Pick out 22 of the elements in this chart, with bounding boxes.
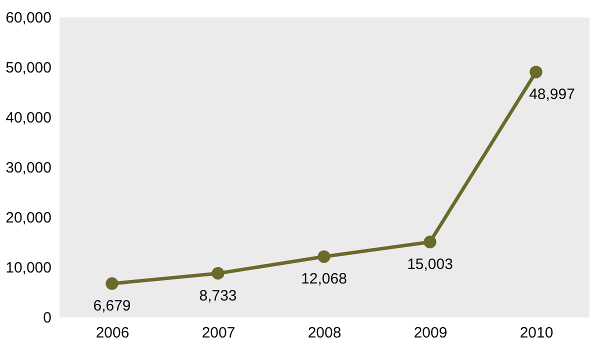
x-tick-label: 2009 (414, 324, 448, 342)
x-tick-label: 2007 (202, 324, 236, 342)
data-label: 12,068 (301, 270, 347, 288)
data-label: 6,679 (93, 298, 131, 315)
x-tick-label: 2008 (308, 324, 342, 342)
x-tick-label: 2010 (520, 324, 554, 342)
y-tick-label: 40,000 (6, 110, 52, 126)
y-tick-label: 10,000 (6, 260, 52, 276)
y-tick-label: 20,000 (6, 210, 52, 226)
y-tick-label: 0 (43, 310, 52, 326)
y-tick-label: 60,000 (6, 10, 52, 26)
data-label: 15,003 (407, 256, 453, 273)
point (424, 236, 436, 248)
data-label: 8,733 (199, 287, 237, 304)
point (530, 66, 542, 78)
y-tick-label: 30,000 (6, 160, 52, 176)
y-tick-label: 50,000 (6, 60, 52, 76)
data-label: 48,997 (529, 86, 575, 104)
x-tick-label: 2006 (96, 324, 130, 342)
point (318, 250, 330, 263)
point (106, 277, 118, 290)
point (212, 267, 224, 280)
